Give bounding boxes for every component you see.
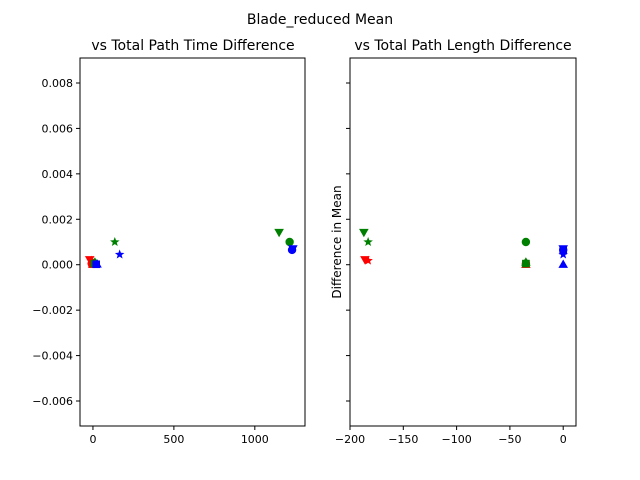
time-panel-frame [79,57,306,427]
time-star-point [110,237,120,247]
time-panel-title: vs Total Path Time Difference [91,38,294,54]
length-triangle-up-point [558,259,569,268]
time-y-tick-label: 0.008 [42,77,74,90]
length-x-tick-label: −50 [498,433,521,446]
time-circle-point [287,245,297,255]
time-y-tick-label: 0.006 [42,122,74,135]
length-panel-ticks: −200 −150 −100 −50 0 [335,82,567,446]
figure-suptitle: Blade_reduced Mean [247,12,393,28]
time-x-tick-label: 1000 [241,433,269,446]
time-star-point [114,249,125,259]
time-y-tick-label: −0.004 [32,350,73,363]
time-triangle-up-point [92,259,102,268]
time-panel-marks [84,228,298,269]
length-square-point [559,246,568,255]
length-star-point [363,255,373,265]
length-x-tick-label: −200 [335,433,365,446]
time-panel-ticks: 0 500 1000 −0.006 −0.004 −0.002 0.000 0.002 0.00… [32,77,269,446]
length-difference-panel: vs Total Path Length Difference Differen… [330,38,577,446]
length-panel-ylabel: Difference in Mean [330,185,344,298]
time-triangle-down-point [274,228,284,238]
time-y-tick-label: 0.002 [42,213,74,226]
length-panel-marks [359,228,569,268]
length-triangle-down-point [359,228,369,238]
length-triangle-up-point [521,257,531,266]
length-star-point [363,237,373,247]
length-x-tick-label: −150 [388,433,418,446]
length-panel-frame [349,57,577,427]
time-x-tick-label: 500 [163,433,184,446]
length-circle-point [521,237,531,247]
time-y-tick-label: 0.000 [42,259,74,272]
time-difference-panel: vs Total Path Time Difference 0 500 1000 −0… [32,38,306,446]
time-x-tick-label: 0 [89,433,96,446]
time-y-tick-label: −0.002 [32,304,73,317]
length-x-tick-label: −100 [441,433,471,446]
time-y-tick-label: −0.006 [32,395,73,408]
time-circle-point [285,237,294,247]
length-panel-title: vs Total Path Length Difference [354,38,571,54]
length-x-tick-label: 0 [560,433,567,446]
time-y-tick-label: 0.004 [42,168,74,181]
